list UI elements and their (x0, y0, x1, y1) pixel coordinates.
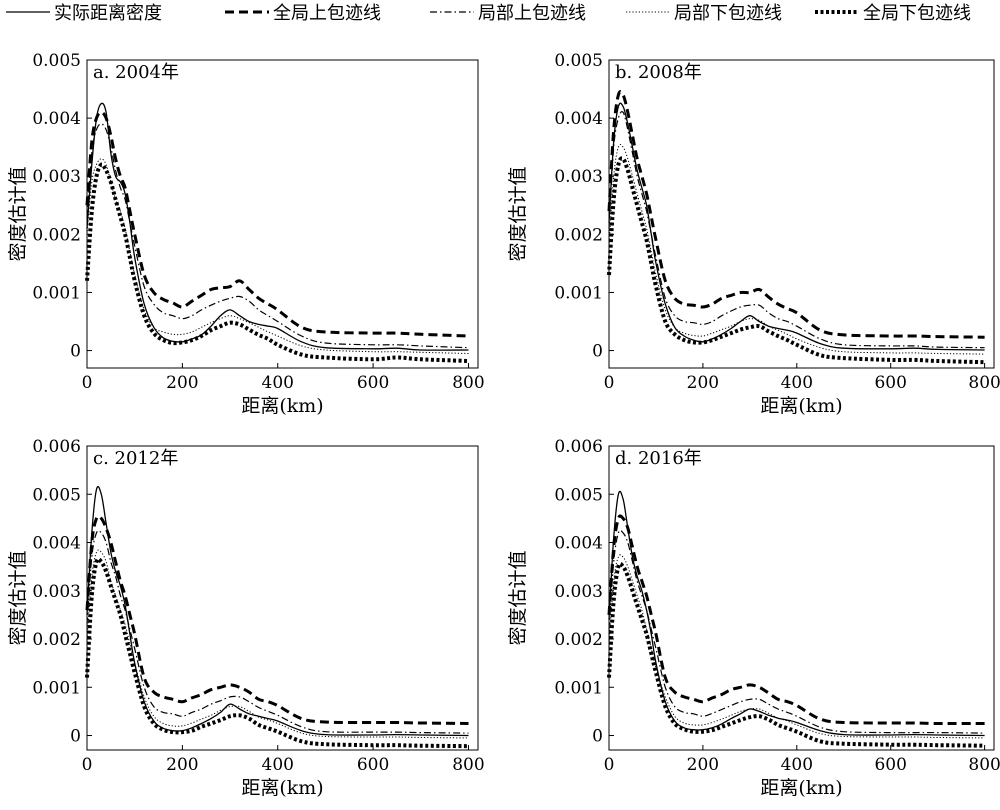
y-tick-label: 0.004 (32, 534, 81, 554)
x-tick-label: 800 (452, 755, 484, 775)
y-tick-label: 0.002 (554, 225, 603, 245)
series-line-local_upper (608, 529, 985, 734)
legend-label-local_upper: 局部上包迹线 (478, 3, 586, 24)
x-tick-label: 0 (604, 373, 615, 393)
y-tick-label: 0.002 (554, 630, 603, 650)
y-tick-label: 0.005 (32, 51, 81, 71)
y-tick-label: 0.001 (554, 283, 603, 303)
panel-title: a. 2004年 (93, 62, 179, 83)
x-tick-label: 800 (968, 755, 1000, 775)
x-tick-label: 400 (262, 755, 294, 775)
y-axis-label: 密度估计值 (7, 166, 29, 261)
legend-label-global_lower: 全局下包迹线 (863, 3, 971, 24)
y-tick-label: 0.006 (32, 437, 81, 457)
x-tick-label: 200 (687, 755, 719, 775)
panel-title: d. 2016年 (615, 448, 702, 469)
y-tick-label: 0.001 (32, 678, 81, 698)
x-tick-label: 200 (166, 755, 198, 775)
y-tick-label: 0.001 (32, 283, 81, 303)
series-line-global_lower (607, 561, 985, 748)
y-tick-label: 0.002 (32, 630, 81, 650)
series-line-global_lower (85, 556, 469, 749)
x-tick-label: 400 (262, 373, 294, 393)
panel-2012: 0 200 400 600 800 0 0.001 0.002 0.003 0.004 0.005 0… (7, 437, 485, 799)
y-tick-label: 0.006 (554, 437, 603, 457)
series-line-actual (86, 485, 469, 737)
legend-label-global_upper: 全局上包迹线 (273, 3, 381, 24)
y-tick-label: 0.003 (554, 582, 603, 602)
legend: 实际距离密度 全局上包迹线 局部上包迹线 局部下包迹线 全局下包迹线 (6, 3, 971, 24)
x-axis-label: 距离(km) (760, 395, 842, 417)
series-line-actual (86, 102, 469, 351)
x-tick-label: 600 (357, 755, 389, 775)
x-tick-label: 0 (82, 373, 93, 393)
panel-2016: 0 200 400 600 800 0 0.001 0.002 0.003 0.004 0.005 0… (507, 437, 1000, 799)
y-tick-label: 0.005 (554, 51, 603, 71)
x-tick-label: 800 (968, 373, 1000, 393)
series-line-local_upper (608, 111, 985, 349)
y-tick-label: 0.005 (32, 485, 81, 505)
series-line-local_lower (608, 144, 985, 355)
x-axis-label: 距离(km) (241, 395, 323, 417)
y-tick-label: 0.004 (554, 534, 603, 554)
x-tick-label: 600 (874, 755, 906, 775)
x-tick-label: 600 (874, 373, 906, 393)
y-tick-label: 0.004 (32, 109, 81, 129)
y-tick-label: 0.004 (554, 109, 603, 129)
panel-2004: 0 200 400 600 800 0 0.001 0.002 0.003 0.004 0.005 a… (7, 51, 485, 417)
series-line-local_lower (608, 554, 985, 739)
series-line-local_upper (86, 123, 469, 349)
series-line-global_upper (607, 514, 985, 725)
x-axis-label: 距离(km) (241, 777, 323, 799)
series-line-global_lower (85, 162, 469, 363)
y-tick-label: 0.001 (554, 678, 603, 698)
y-tick-label: 0 (70, 727, 81, 747)
y-tick-label: 0.002 (32, 225, 81, 245)
y-tick-label: 0.003 (554, 167, 603, 187)
series-line-local_lower (86, 549, 469, 739)
x-tick-label: 400 (781, 755, 813, 775)
series-line-local_lower (86, 158, 469, 354)
series-line-local_upper (86, 530, 469, 734)
y-axis-label: 密度估计值 (507, 550, 529, 645)
y-tick-label: 0 (70, 342, 81, 362)
x-tick-label: 800 (452, 373, 484, 393)
x-tick-label: 0 (82, 755, 93, 775)
x-tick-label: 0 (604, 755, 615, 775)
y-axis-label: 密度估计值 (7, 550, 29, 645)
series-line-global_lower (607, 156, 985, 365)
x-axis-label: 距离(km) (760, 777, 842, 799)
x-tick-label: 400 (781, 373, 813, 393)
x-tick-label: 200 (687, 373, 719, 393)
y-tick-label: 0 (592, 342, 603, 362)
plot-frame (86, 445, 479, 751)
legend-label-local_lower: 局部下包迹线 (674, 3, 782, 24)
panel-title: b. 2008年 (615, 62, 702, 83)
series-line-global_upper (85, 110, 469, 338)
legend-label-actual: 实际距离密度 (54, 3, 162, 24)
y-axis-label: 密度估计值 (507, 166, 529, 261)
x-tick-label: 600 (357, 373, 389, 393)
y-tick-label: 0.003 (32, 167, 81, 187)
y-tick-label: 0 (592, 727, 603, 747)
series-line-actual (608, 490, 985, 737)
x-tick-label: 200 (166, 373, 198, 393)
y-tick-label: 0.003 (32, 582, 81, 602)
y-tick-label: 0.005 (554, 485, 603, 505)
series-line-global_upper (85, 514, 469, 725)
series-line-global_upper (607, 90, 985, 339)
panel-2008: 0 200 400 600 800 0 0.001 0.002 0.003 0.004 0.005 b… (507, 51, 1000, 417)
panel-title: c. 2012年 (93, 448, 178, 469)
